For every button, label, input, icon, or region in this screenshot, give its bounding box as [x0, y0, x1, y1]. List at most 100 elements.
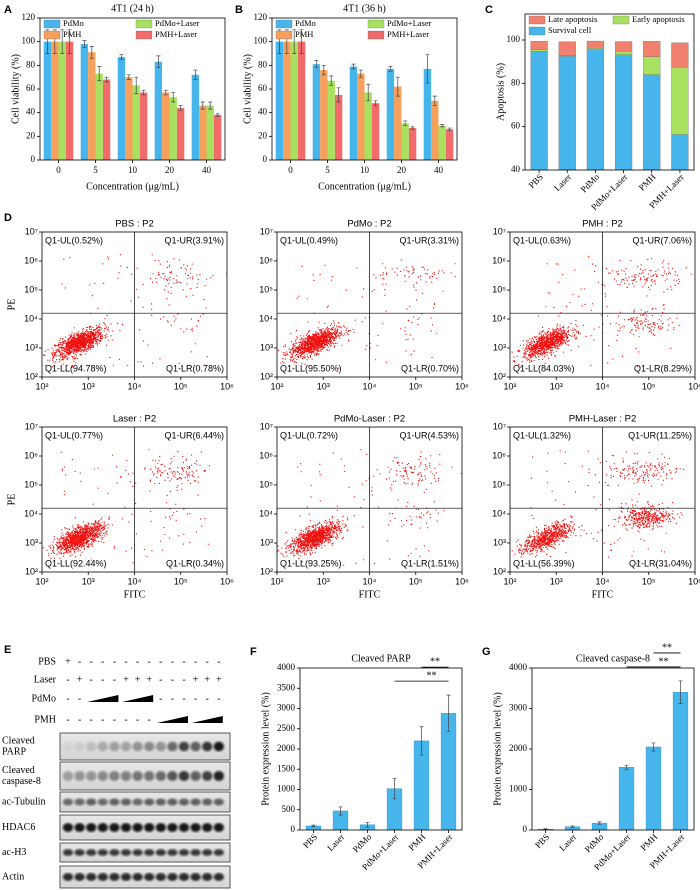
- blot-band: [132, 798, 143, 806]
- bar: [357, 73, 365, 160]
- x-tick-label: 10²: [270, 381, 283, 391]
- treatment-sign: -: [101, 714, 104, 725]
- treatment-sign: -: [148, 714, 151, 725]
- bar: [364, 92, 372, 160]
- error-bar: [392, 778, 397, 800]
- treatment-sign: -: [66, 674, 69, 685]
- bar: [394, 86, 402, 160]
- error-bar: [440, 124, 445, 128]
- x-tick-label: 10³: [550, 381, 563, 391]
- blot-band: [109, 741, 120, 752]
- blot-band: [86, 873, 97, 881]
- blot-label: Actin: [2, 871, 24, 882]
- blot-band: [178, 741, 190, 752]
- blot-band: [155, 823, 166, 832]
- event-dots: [42, 254, 227, 371]
- blot-band: [86, 823, 97, 832]
- treatment-sign: +: [193, 674, 199, 685]
- blot-label: ac-H3: [2, 847, 26, 858]
- blot-band: [202, 741, 213, 752]
- legend-label: PMH+Laser: [387, 29, 429, 39]
- bar: [334, 94, 343, 160]
- legend-swatch: [43, 30, 61, 40]
- x-tick-label: PdMo: [351, 831, 374, 854]
- error-bar: [329, 75, 334, 86]
- bar-segment: [614, 41, 633, 52]
- error-bar: [292, 29, 297, 54]
- y-tick-label: 10⁷: [260, 226, 273, 236]
- y-tick-label: 10⁶: [259, 450, 273, 460]
- scatter-area: [42, 449, 210, 564]
- bar: [320, 70, 328, 160]
- blot-band: [132, 823, 143, 832]
- y-tick-label: 10⁶: [492, 450, 506, 460]
- x-tick-label: Laser: [325, 832, 346, 853]
- quadrant-label: Q1-LR(0.78%): [166, 363, 224, 373]
- y-tick-label: 0: [31, 154, 36, 164]
- bar: [445, 129, 454, 160]
- error-bar: [141, 89, 146, 96]
- y-tick-label: 10⁷: [493, 226, 506, 236]
- quadrant-label: Q1-LL(94.78%): [45, 363, 107, 373]
- bar-segment: [530, 40, 548, 50]
- y-tick-label: 100: [22, 36, 36, 46]
- y-tick-label: 10²: [25, 371, 38, 381]
- treatment-sign: -: [217, 656, 220, 667]
- error-bar: [410, 126, 415, 130]
- x-tick-label: 10³: [317, 381, 330, 391]
- plot-area: [43, 29, 222, 160]
- y-tick-label: 0: [263, 154, 268, 164]
- legend-label: PMH: [295, 29, 313, 39]
- blot-band: [167, 873, 178, 881]
- blot-label: PARP: [2, 746, 27, 757]
- scatter-area: [277, 449, 462, 566]
- blot-band: [62, 798, 74, 806]
- blot-band: [120, 823, 132, 832]
- legend-label: PdMo: [63, 18, 84, 28]
- y-tick-label: 60: [511, 121, 521, 131]
- bar: [176, 107, 185, 160]
- blot-band: [144, 741, 155, 752]
- event-dots: [277, 449, 462, 566]
- blot-band: [132, 770, 143, 782]
- blot-label: ac-Tubulin: [2, 796, 46, 807]
- error-bar: [570, 825, 575, 828]
- significance-label: **: [430, 656, 440, 667]
- quadrant-label: Q1-LL(92.44%): [45, 558, 107, 568]
- bar: [672, 692, 689, 830]
- y-tick-label: 100: [507, 34, 521, 44]
- y-tick-label: 10⁷: [25, 226, 38, 236]
- treatment-label: PMH: [34, 714, 56, 725]
- blot-band: [62, 770, 74, 782]
- x-tick-label: 10⁵: [409, 576, 423, 586]
- y-tick-label: 80: [258, 59, 268, 69]
- blot-label: Cleaved: [2, 765, 35, 776]
- bar: [290, 41, 298, 160]
- legend-swatch: [275, 30, 293, 40]
- dose-wedge: [156, 716, 188, 723]
- y-tick-label: 10⁴: [24, 508, 38, 518]
- quadrant-label: Q1-UR(3.91%): [164, 235, 224, 245]
- bar: [386, 68, 395, 160]
- bar: [327, 80, 335, 160]
- y-tick-label: 10⁵: [259, 284, 273, 294]
- treatment-sign: -: [136, 714, 139, 725]
- x-tick-label: Laser: [557, 832, 578, 853]
- y-tick-label: 40: [511, 164, 521, 174]
- bar: [206, 105, 214, 160]
- bar: [275, 41, 284, 160]
- legend-swatch: [367, 19, 385, 29]
- treatment-sign: +: [216, 674, 222, 685]
- legend-swatch: [43, 19, 61, 29]
- treatment-sign: +: [135, 674, 141, 685]
- x-tick-label: 10: [128, 165, 138, 175]
- blot-band: [178, 873, 190, 881]
- scatter-area: [277, 259, 456, 369]
- error-bar: [193, 69, 198, 80]
- y-tick-label: 3000: [277, 703, 296, 713]
- x-tick-label: 10⁶: [455, 576, 469, 586]
- y-tick-label: 10⁴: [259, 508, 273, 518]
- treatment-label: Laser: [34, 674, 57, 685]
- bar: [51, 41, 59, 160]
- bar: [191, 74, 200, 160]
